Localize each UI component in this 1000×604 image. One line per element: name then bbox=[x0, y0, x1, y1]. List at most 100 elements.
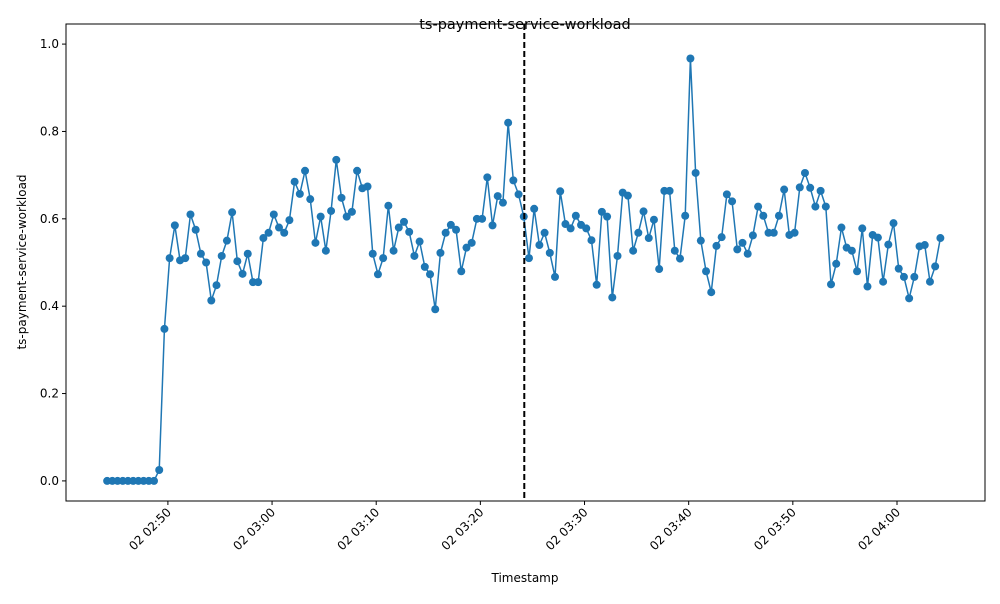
data-point bbox=[212, 281, 221, 290]
data-point bbox=[191, 225, 200, 234]
data-point bbox=[712, 241, 721, 250]
data-point bbox=[629, 246, 638, 255]
data-point bbox=[566, 224, 575, 233]
data-point bbox=[441, 228, 450, 237]
data-point bbox=[587, 236, 596, 245]
data-point bbox=[431, 305, 440, 314]
data-point bbox=[639, 207, 648, 216]
data-point bbox=[925, 277, 934, 286]
data-point bbox=[462, 243, 471, 252]
plot-frame bbox=[65, 23, 986, 502]
data-point bbox=[353, 166, 362, 175]
data-point bbox=[571, 211, 580, 220]
data-point bbox=[233, 257, 242, 266]
data-point bbox=[920, 241, 929, 250]
x-tick-label: 02 03:00 bbox=[230, 505, 278, 553]
data-point bbox=[879, 277, 888, 286]
data-point bbox=[821, 202, 830, 211]
data-point bbox=[337, 193, 346, 202]
data-point bbox=[603, 212, 612, 221]
data-point bbox=[478, 214, 487, 223]
data-point bbox=[894, 264, 903, 273]
data-point bbox=[311, 238, 320, 247]
data-point bbox=[399, 217, 408, 226]
data-point bbox=[436, 248, 445, 257]
data-point bbox=[259, 234, 268, 243]
y-tick-label: 0.2 bbox=[40, 387, 59, 401]
data-point bbox=[321, 246, 330, 255]
data-point bbox=[160, 324, 169, 333]
data-point bbox=[691, 168, 700, 177]
data-point bbox=[816, 186, 825, 195]
data-point bbox=[675, 254, 684, 263]
data-point bbox=[717, 233, 726, 242]
data-point bbox=[373, 270, 382, 279]
data-point bbox=[873, 233, 882, 242]
data-point bbox=[655, 265, 664, 274]
data-point bbox=[936, 234, 945, 243]
data-point bbox=[686, 54, 695, 63]
data-point bbox=[415, 237, 424, 246]
data-point bbox=[780, 185, 789, 194]
data-point bbox=[853, 267, 862, 276]
data-point bbox=[285, 216, 294, 225]
data-point bbox=[290, 177, 299, 186]
data-point bbox=[623, 191, 632, 200]
data-point bbox=[368, 249, 377, 258]
data-point bbox=[800, 168, 809, 177]
data-point bbox=[420, 262, 429, 271]
y-tick-label: 0.6 bbox=[40, 212, 59, 226]
data-point bbox=[170, 221, 179, 230]
data-point bbox=[217, 251, 226, 260]
data-point bbox=[181, 254, 190, 263]
data-point bbox=[634, 228, 643, 237]
data-point bbox=[769, 228, 778, 237]
x-tick-label: 02 03:20 bbox=[439, 505, 487, 553]
data-point bbox=[405, 227, 414, 236]
x-tick-label: 02 04:00 bbox=[855, 505, 903, 553]
data-point bbox=[410, 251, 419, 260]
y-axis-label: ts-payment-service-workload bbox=[15, 174, 29, 349]
data-point bbox=[597, 207, 606, 216]
data-point bbox=[269, 210, 278, 219]
x-axis-label: Timestamp bbox=[491, 571, 559, 585]
data-point bbox=[754, 202, 763, 211]
data-point bbox=[649, 215, 658, 224]
data-point bbox=[426, 270, 435, 279]
data-point bbox=[228, 208, 237, 217]
y-tick-label: 1.0 bbox=[40, 37, 59, 51]
data-point bbox=[394, 223, 403, 232]
x-tick-label: 02 03:30 bbox=[543, 505, 591, 553]
data-point bbox=[582, 224, 591, 233]
data-point bbox=[316, 212, 325, 221]
data-point bbox=[524, 254, 533, 263]
data-point bbox=[863, 282, 872, 291]
data-point bbox=[931, 262, 940, 271]
data-point bbox=[847, 246, 856, 255]
data-point bbox=[832, 259, 841, 268]
data-point bbox=[202, 258, 211, 267]
data-point bbox=[733, 245, 742, 254]
data-point bbox=[222, 236, 231, 245]
data-point bbox=[243, 249, 252, 258]
x-tick-label: 02 03:40 bbox=[647, 505, 695, 553]
data-point bbox=[759, 211, 768, 220]
x-tick-label: 02 03:10 bbox=[334, 505, 382, 553]
data-point bbox=[379, 254, 388, 263]
data-point bbox=[342, 212, 351, 221]
data-point bbox=[280, 228, 289, 237]
data-point bbox=[702, 267, 711, 276]
data-point bbox=[150, 476, 159, 485]
data-point bbox=[827, 280, 836, 289]
data-point bbox=[363, 182, 372, 191]
y-tick-label: 0.4 bbox=[40, 299, 59, 313]
data-point bbox=[858, 224, 867, 233]
data-point bbox=[774, 211, 783, 220]
data-point bbox=[327, 206, 336, 215]
data-point bbox=[509, 176, 518, 185]
data-point bbox=[551, 272, 560, 281]
data-point bbox=[384, 201, 393, 210]
data-point bbox=[452, 225, 461, 234]
y-tick-label: 0.8 bbox=[40, 124, 59, 138]
data-point bbox=[457, 267, 466, 276]
